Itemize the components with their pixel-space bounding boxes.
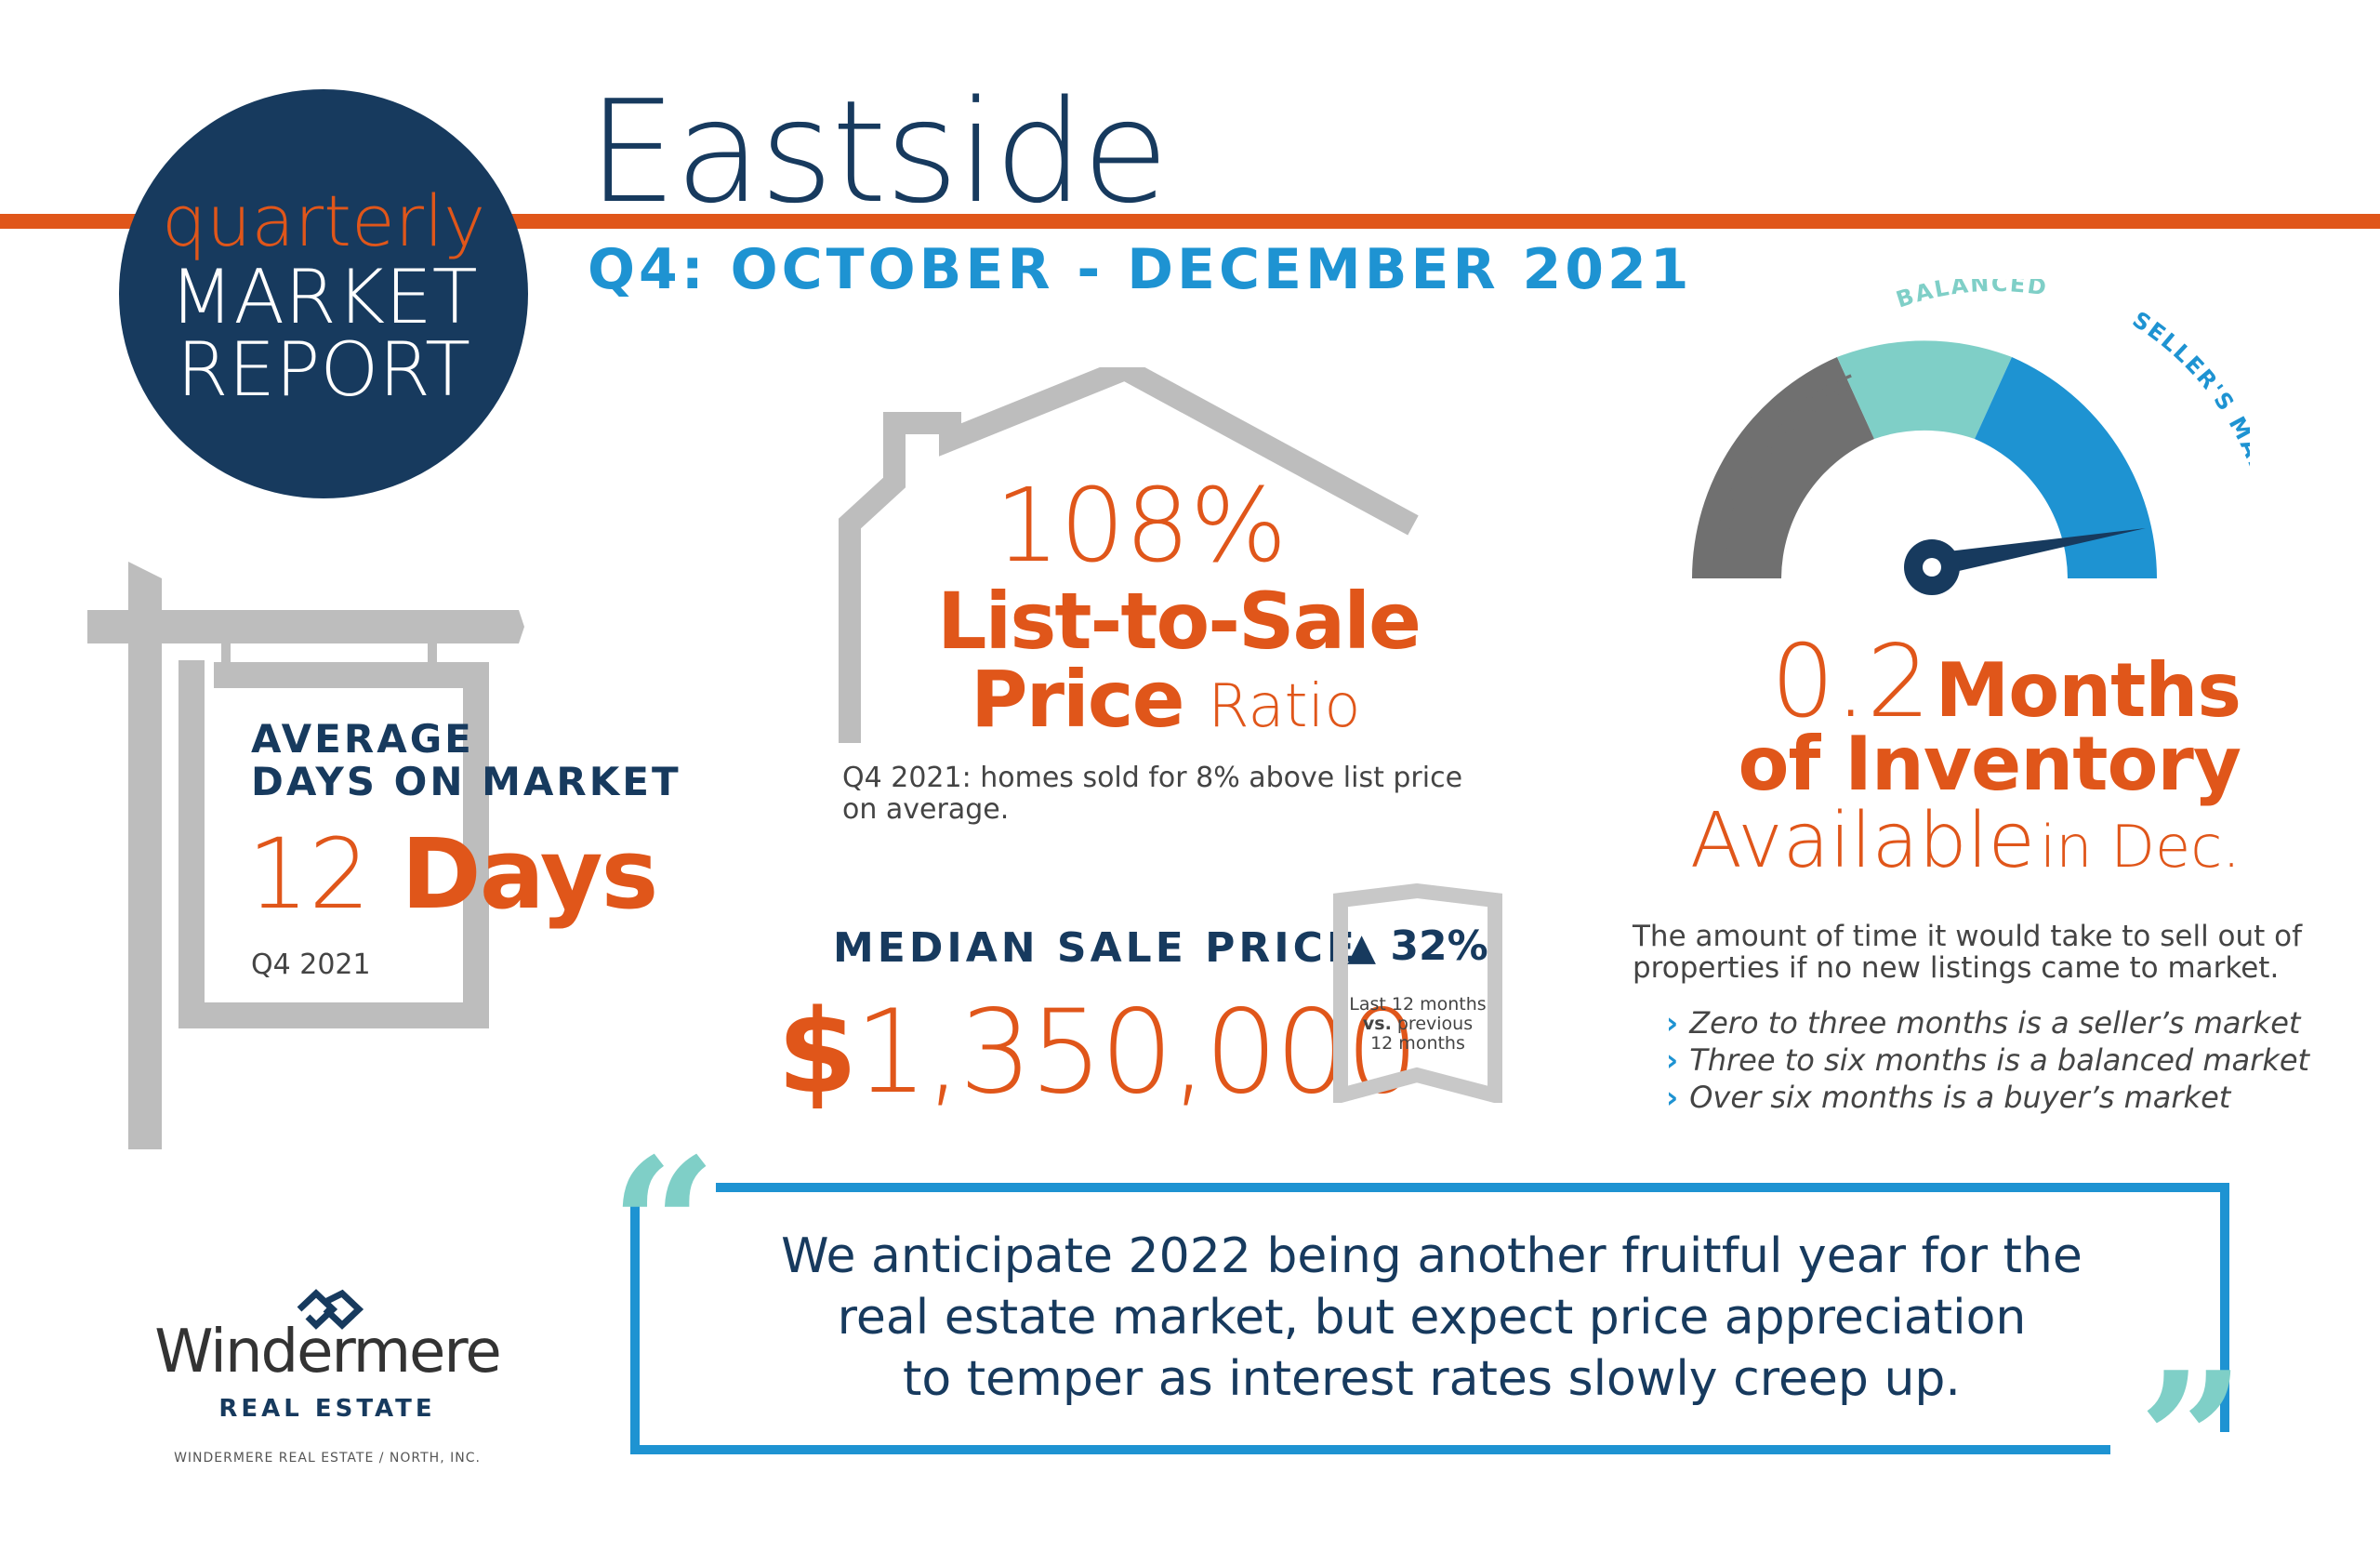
list-to-sale-note: Q4 2021: homes sold for 8% above list pr… [842, 763, 1462, 826]
price-change-flag-outline [1333, 883, 1502, 1103]
gauge-label-sellers: SELLER'S MARKET [2128, 306, 2250, 531]
bullet-text: Over six months is a buyer’s market [1689, 1080, 2231, 1115]
inventory-desc-line1: The amount of time it would take to sell… [1633, 920, 2303, 953]
inventory-description: The amount of time it would take to sell… [1633, 921, 2302, 984]
market-gauge: BUYER'S MARKET BALANCED SELLER'S MARKET [1692, 279, 2250, 595]
price-change-badge: ▲ 32% [1341, 926, 1495, 967]
gauge-segment-sellers [1975, 357, 2157, 578]
inventory-in-dec: in Dec. [2040, 813, 2241, 881]
chevron-right-icon: › [1666, 1005, 1679, 1041]
quote-line1: We anticipate 2022 being another fruitfu… [781, 1228, 2082, 1284]
inventory-value: 0.2 [1770, 624, 1931, 740]
list-to-sale-price: Price [971, 654, 1185, 745]
list-to-sale-ratio: Ratio [1208, 672, 1361, 741]
list-to-sale-line2: Price Ratio [971, 660, 1361, 738]
page-title: Eastside [588, 70, 1169, 234]
inventory-months: Months [1935, 647, 2241, 734]
price-change-note-line1: Last 12 months [1349, 994, 1487, 1015]
badge-line-report: REPORT [177, 326, 470, 413]
gauge-needle [1924, 528, 2146, 578]
quote-frame-gap-bottom [2110, 1432, 2250, 1469]
price-change-note-line2: vs. previous [1331, 1015, 1504, 1034]
inventory-available: Available [1689, 797, 2035, 885]
bullet-text: Zero to three months is a seller’s marke… [1689, 1005, 2301, 1041]
report-period-subtitle: Q4: OCTOBER - DECEMBER 2021 [588, 237, 1693, 302]
chevron-right-icon: › [1666, 1080, 1679, 1115]
market-definitions-list: › Zero to three months is a seller’s mark… [1666, 1004, 2309, 1116]
inventory-line3: Available in Dec. [1664, 803, 2241, 880]
price-change-note-vs: vs. [1362, 1014, 1392, 1034]
bullet-text: Three to six months is a balanced market [1689, 1042, 2310, 1078]
median-price-amount: 1,350,000 [854, 986, 1419, 1120]
close-quote-icon: ” [2138, 1332, 2246, 1550]
list-item: › Over six months is a buyer’s market [1666, 1079, 2309, 1116]
chevron-right-icon: › [1666, 1042, 1679, 1078]
badge-line-market: MARKET [169, 254, 478, 340]
quote-frame [630, 1183, 2229, 1454]
days-label-line1: AVERAGE [251, 716, 474, 762]
list-item: › Zero to three months is a seller’s mark… [1666, 1004, 2309, 1041]
inventory-desc-line2: properties if no new listings came to ma… [1633, 951, 2280, 985]
inventory-headline: 0.2 Months of Inventory Available in Dec… [1664, 632, 2241, 880]
brand-footer: WINDERMERE REAL ESTATE / NORTH, INC. [174, 1451, 481, 1466]
list-to-sale-note-line2: on average. [842, 793, 1010, 826]
inventory-line1: 0.2 Months [1664, 632, 2241, 733]
inventory-line2: of Inventory [1738, 721, 2242, 807]
list-to-sale-percent: 108% [995, 466, 1288, 585]
list-item: › Three to six months is a balanced marke… [1666, 1041, 2309, 1079]
brand-subtitle: REAL ESTATE [218, 1395, 436, 1423]
quote-line2: real estate market, but expect price app… [837, 1290, 2027, 1346]
median-price-dollar: $ [777, 986, 857, 1120]
days-unit: Days [401, 817, 658, 931]
badge-line-quarterly: quarterly [161, 179, 486, 262]
quote-text: We anticipate 2022 being another fruitfu… [651, 1226, 2213, 1410]
price-change-note-line3: 12 months [1370, 1033, 1465, 1054]
days-value: 12 Days [247, 826, 658, 922]
arrow-up-icon: ▲ [1347, 926, 1377, 969]
median-price-value: $1,350,000 [777, 995, 1419, 1110]
price-change-value: 32% [1390, 922, 1488, 970]
house-outline-icon [839, 367, 1419, 743]
list-to-sale-line1: List-to-Sale [937, 576, 1421, 667]
quote-frame-gap-top [614, 1175, 716, 1203]
open-quote-icon: “ [610, 1118, 718, 1336]
price-change-note: Last 12 months vs. previous 12 months [1331, 995, 1504, 1054]
price-change-note-previous: previous [1396, 1014, 1474, 1034]
for-sale-sign-icon [87, 562, 524, 1149]
windermere-logo-icon [297, 1289, 364, 1330]
gauge-segment-buyers [1692, 357, 1874, 578]
gauge-hub-center [1923, 558, 1941, 577]
days-label-line2: DAYS ON MARKET [251, 759, 681, 804]
list-to-sale-note-line1: Q4 2021: homes sold for 8% above list pr… [842, 762, 1463, 794]
days-number: 12 [247, 817, 371, 931]
header-rule [0, 214, 2380, 229]
brand-name: Windermere [154, 1318, 501, 1386]
quote-line3: to temper as interest rates slowly creep… [903, 1351, 1961, 1407]
gauge-label-balanced: BALANCED [1893, 279, 2050, 313]
quarterly-report-badge: quarterly MARKET REPORT [119, 89, 528, 498]
median-price-label: MEDIAN SALE PRICE [833, 924, 1358, 972]
gauge-segment-balanced [1837, 340, 2012, 439]
days-period: Q4 2021 [251, 948, 371, 981]
